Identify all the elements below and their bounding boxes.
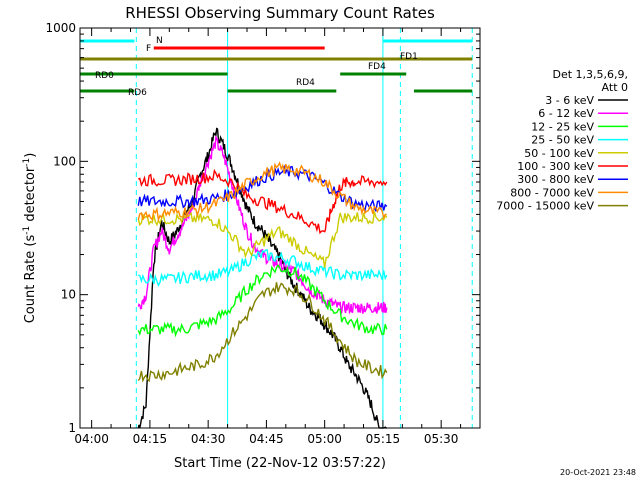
y-axis-label-sup: -1 bbox=[22, 226, 32, 235]
legend-header-attenuator: Att 0 bbox=[602, 81, 628, 94]
legend-entry-label: 6 - 12 keV bbox=[538, 107, 594, 120]
x-tick-label: 04:45 bbox=[249, 432, 284, 446]
legend-entry-label: 100 - 300 keV bbox=[517, 160, 594, 173]
y-tick-label: 100 bbox=[53, 154, 76, 168]
series-line-100-300-kev bbox=[138, 168, 388, 235]
x-tick-label: 05:15 bbox=[366, 432, 401, 446]
x-tick-label: 05:00 bbox=[307, 432, 342, 446]
y-axis-label-sup: -1 bbox=[22, 158, 32, 167]
flag-label-rd4: RD4 bbox=[296, 78, 315, 88]
flag-label-fd1: FD1 bbox=[400, 52, 418, 62]
x-axis-label: Start Time (22-Nov-12 03:57:22) bbox=[174, 456, 386, 471]
legend-entry-label: 50 - 100 keV bbox=[524, 147, 594, 160]
legend-entry-label: 300 - 800 keV bbox=[517, 173, 594, 186]
y-axis-label-part: Count Rate (s bbox=[23, 235, 38, 324]
legend-entry-label: 800 - 7000 keV bbox=[510, 186, 594, 199]
y-axis-label: Count Rate (s-1 detector-1) bbox=[22, 153, 38, 324]
legend-entry-label: 25 - 50 keV bbox=[531, 134, 594, 147]
series-line-300-800-kev bbox=[137, 164, 388, 212]
legend-entry-label: 3 - 6 keV bbox=[545, 94, 594, 107]
y-tick-label: 10 bbox=[61, 288, 76, 302]
flag-label-fd4: FD4 bbox=[368, 62, 386, 72]
series-line-25-50-kev bbox=[138, 249, 388, 287]
flag-label-rd0: RD0 bbox=[95, 71, 114, 81]
series-line-50-100-kev bbox=[137, 211, 388, 268]
chart-title: RHESSI Observing Summary Count Rates bbox=[125, 4, 435, 22]
footer-timestamp: 20-Oct-2021 23:48 bbox=[560, 468, 636, 477]
x-tick-label: 04:30 bbox=[191, 432, 226, 446]
series-line-6-12-kev bbox=[137, 136, 388, 316]
y-tick-label: 1000 bbox=[45, 21, 76, 35]
legend-entry-label: 7000 - 15000 keV bbox=[496, 200, 594, 213]
series-line-800-7000-kev bbox=[137, 161, 387, 223]
series-line-12-25-kev bbox=[137, 264, 388, 338]
series-line-7000-15000-kev bbox=[137, 282, 388, 383]
plot-frame bbox=[79, 27, 481, 429]
flag-label-f: F bbox=[146, 44, 151, 54]
series-line-3-6-kev bbox=[137, 127, 387, 429]
y-axis-label-part: ) bbox=[23, 153, 38, 158]
legend-header-detectors: Det 1,3,5,6,9, bbox=[552, 68, 628, 81]
x-tick-label: 04:15 bbox=[133, 432, 168, 446]
y-tick-label: 1 bbox=[68, 421, 76, 435]
x-tick-label: 04:00 bbox=[74, 432, 109, 446]
flag-label-n: N bbox=[156, 36, 163, 46]
y-axis-label-part: detector bbox=[23, 166, 38, 226]
flag-label-rd6: RD6 bbox=[128, 88, 147, 98]
x-tick-label: 05:30 bbox=[424, 432, 459, 446]
legend-entry-label: 12 - 25 keV bbox=[531, 120, 594, 133]
